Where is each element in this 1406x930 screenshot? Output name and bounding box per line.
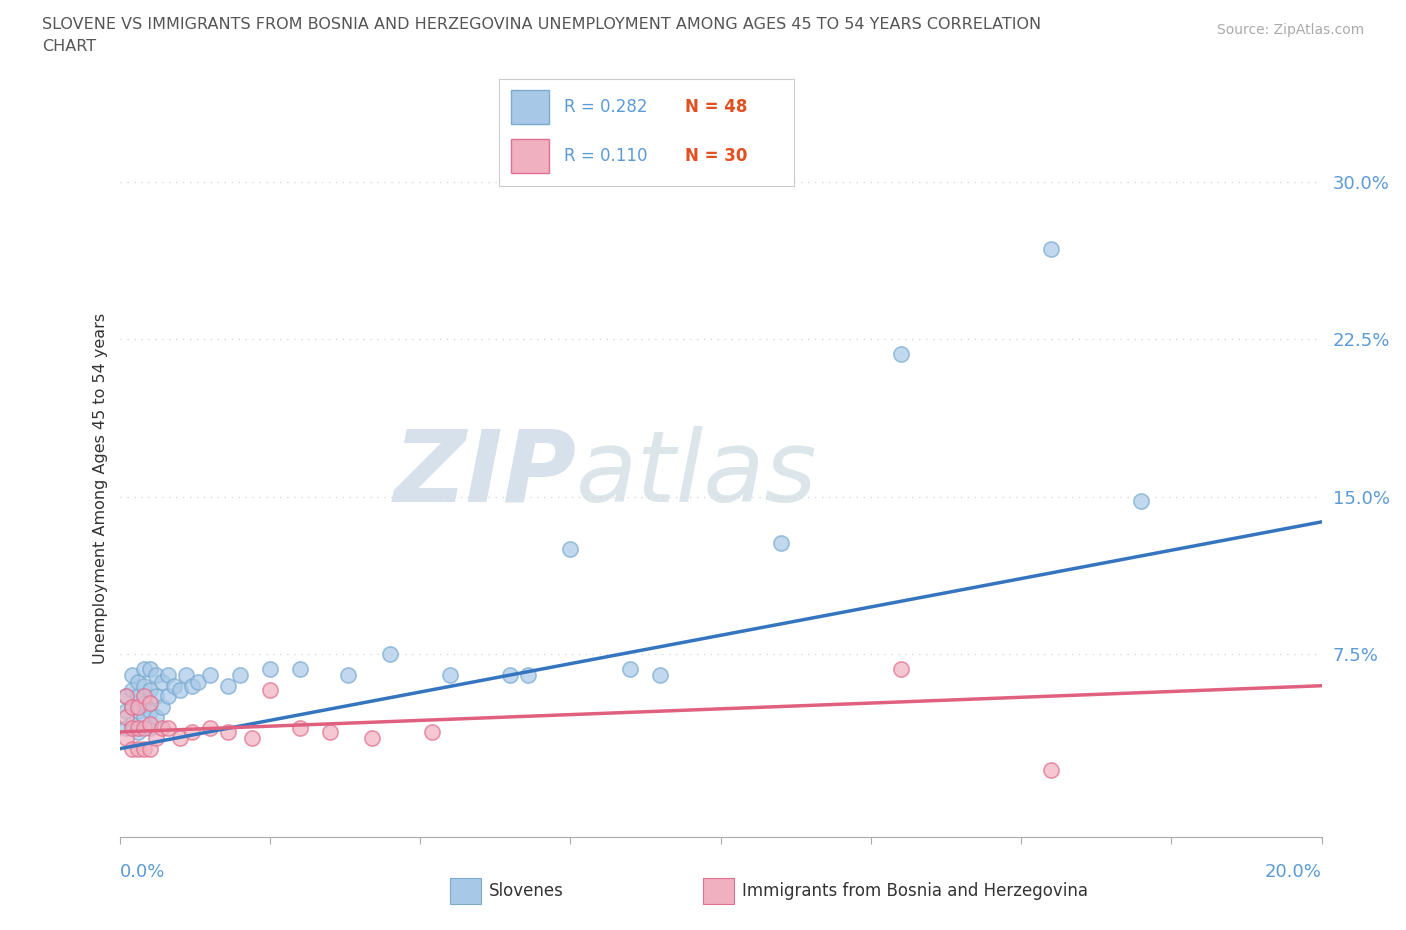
- Point: [169, 683, 191, 698]
- Point: [127, 674, 149, 689]
- Point: [217, 724, 239, 739]
- Text: N = 30: N = 30: [685, 147, 748, 165]
- Point: [132, 678, 155, 693]
- Point: [121, 699, 143, 714]
- Point: [650, 668, 672, 683]
- Bar: [510, 139, 550, 173]
- Point: [132, 721, 155, 736]
- Text: SLOVENE VS IMMIGRANTS FROM BOSNIA AND HERZEGOVINA UNEMPLOYMENT AMONG AGES 45 TO : SLOVENE VS IMMIGRANTS FROM BOSNIA AND HE…: [42, 17, 1042, 32]
- Text: atlas: atlas: [576, 426, 818, 523]
- Point: [517, 668, 540, 683]
- Point: [138, 683, 160, 698]
- Point: [619, 661, 641, 676]
- Point: [121, 668, 143, 683]
- Point: [132, 689, 155, 704]
- Point: [127, 721, 149, 736]
- Text: 0.0%: 0.0%: [120, 863, 165, 881]
- Point: [1040, 763, 1063, 777]
- Point: [145, 710, 167, 724]
- Text: R = 0.110: R = 0.110: [564, 147, 648, 165]
- Text: 20.0%: 20.0%: [1265, 863, 1322, 881]
- Point: [127, 724, 149, 739]
- Point: [198, 721, 221, 736]
- Point: [1130, 494, 1153, 509]
- Point: [228, 668, 252, 683]
- Point: [361, 731, 384, 746]
- Point: [890, 661, 912, 676]
- Point: [145, 668, 167, 683]
- Point: [114, 731, 136, 746]
- Text: N = 48: N = 48: [685, 98, 748, 116]
- Point: [259, 661, 281, 676]
- Point: [156, 689, 179, 704]
- Text: R = 0.282: R = 0.282: [564, 98, 648, 116]
- Point: [121, 699, 143, 714]
- Point: [114, 721, 136, 736]
- Point: [114, 703, 136, 718]
- Point: [336, 668, 359, 683]
- Point: [150, 699, 173, 714]
- Text: Immigrants from Bosnia and Herzegovina: Immigrants from Bosnia and Herzegovina: [742, 882, 1088, 900]
- Point: [145, 689, 167, 704]
- Point: [127, 699, 149, 714]
- Point: [1040, 241, 1063, 256]
- Point: [121, 716, 143, 731]
- Point: [378, 646, 401, 661]
- Point: [180, 678, 202, 693]
- Point: [114, 689, 136, 704]
- Point: [138, 695, 160, 710]
- Bar: [510, 89, 550, 124]
- Point: [150, 674, 173, 689]
- Text: CHART: CHART: [42, 39, 96, 54]
- Point: [217, 678, 239, 693]
- Point: [132, 741, 155, 756]
- Point: [138, 661, 160, 676]
- Point: [121, 683, 143, 698]
- Point: [499, 668, 522, 683]
- Point: [150, 721, 173, 736]
- Point: [156, 668, 179, 683]
- Text: Slovenes: Slovenes: [489, 882, 564, 900]
- Point: [769, 536, 792, 551]
- Point: [127, 741, 149, 756]
- Y-axis label: Unemployment Among Ages 45 to 54 years: Unemployment Among Ages 45 to 54 years: [93, 312, 108, 664]
- Point: [138, 703, 160, 718]
- Text: ZIP: ZIP: [394, 426, 576, 523]
- Point: [319, 724, 342, 739]
- Point: [132, 710, 155, 724]
- Point: [259, 683, 281, 698]
- Point: [420, 724, 443, 739]
- Point: [145, 731, 167, 746]
- Point: [127, 689, 149, 704]
- Point: [890, 346, 912, 361]
- Point: [439, 668, 461, 683]
- Point: [114, 689, 136, 704]
- Point: [127, 703, 149, 718]
- Point: [138, 721, 160, 736]
- Point: [138, 716, 160, 731]
- Text: Source: ZipAtlas.com: Source: ZipAtlas.com: [1216, 23, 1364, 37]
- Point: [138, 741, 160, 756]
- Point: [180, 724, 202, 739]
- Point: [132, 695, 155, 710]
- Point: [288, 721, 311, 736]
- Point: [114, 710, 136, 724]
- Point: [187, 674, 209, 689]
- Point: [288, 661, 311, 676]
- Point: [121, 741, 143, 756]
- Point: [560, 542, 582, 557]
- Point: [169, 731, 191, 746]
- Point: [174, 668, 197, 683]
- Point: [198, 668, 221, 683]
- Point: [162, 678, 184, 693]
- Point: [132, 661, 155, 676]
- Point: [240, 731, 263, 746]
- Point: [121, 721, 143, 736]
- Point: [156, 721, 179, 736]
